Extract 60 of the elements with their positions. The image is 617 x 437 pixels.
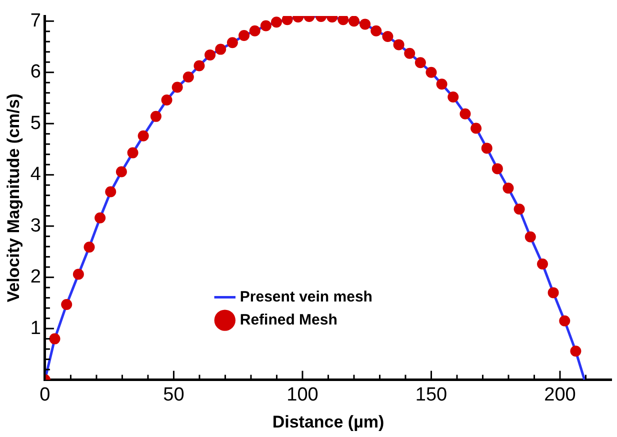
y-axis-title: Velocity Magnitude (cm/s) <box>4 94 23 302</box>
point <box>172 82 183 93</box>
point <box>548 287 559 298</box>
point <box>105 186 116 198</box>
point <box>360 18 371 30</box>
point <box>260 20 272 32</box>
point <box>404 48 416 59</box>
point <box>161 94 172 106</box>
point <box>61 298 72 310</box>
point <box>393 39 404 50</box>
point <box>448 91 459 102</box>
legend-label: Refined Mesh <box>240 311 338 328</box>
x-tick-label: 150 <box>415 384 448 406</box>
point <box>194 60 205 72</box>
x-tick-label: 200 <box>544 384 576 406</box>
point <box>348 16 360 27</box>
point <box>127 147 138 158</box>
point <box>570 346 582 357</box>
point <box>524 231 536 242</box>
point <box>470 122 482 134</box>
point <box>460 108 471 120</box>
point <box>492 163 503 174</box>
x-axis-title: Distance (µm) <box>272 412 384 432</box>
point <box>150 110 162 122</box>
y-tick-label: 7 <box>30 10 41 32</box>
point <box>370 25 382 36</box>
point <box>94 212 106 224</box>
point <box>270 16 282 28</box>
point <box>514 204 525 215</box>
point <box>182 71 194 82</box>
point <box>204 49 216 60</box>
point <box>414 57 426 68</box>
x-tick-label: 0 <box>40 384 50 406</box>
y-tick-label: 2 <box>30 266 41 288</box>
point <box>282 16 293 26</box>
point <box>72 268 84 280</box>
point <box>138 130 149 142</box>
point <box>249 25 260 36</box>
legend-label: Present vein mesh <box>240 288 372 306</box>
point <box>238 30 250 41</box>
x-tick-label: 100 <box>286 384 318 406</box>
point <box>49 333 60 344</box>
point <box>226 37 238 48</box>
point <box>426 66 437 78</box>
point <box>436 78 448 90</box>
point <box>382 30 394 42</box>
x-tick-label: 50 <box>163 384 184 406</box>
point <box>84 242 95 253</box>
point <box>215 44 226 55</box>
point <box>338 16 349 26</box>
point <box>502 182 514 194</box>
y-tick-label: 1 <box>30 318 41 339</box>
y-tick-label: 5 <box>30 112 41 134</box>
point <box>481 142 492 154</box>
y-tick-label: 4 <box>30 164 42 186</box>
point <box>116 166 127 178</box>
point <box>559 315 570 326</box>
y-tick-label: 6 <box>30 62 41 83</box>
y-tick-label: 3 <box>30 215 41 236</box>
point <box>536 258 548 270</box>
